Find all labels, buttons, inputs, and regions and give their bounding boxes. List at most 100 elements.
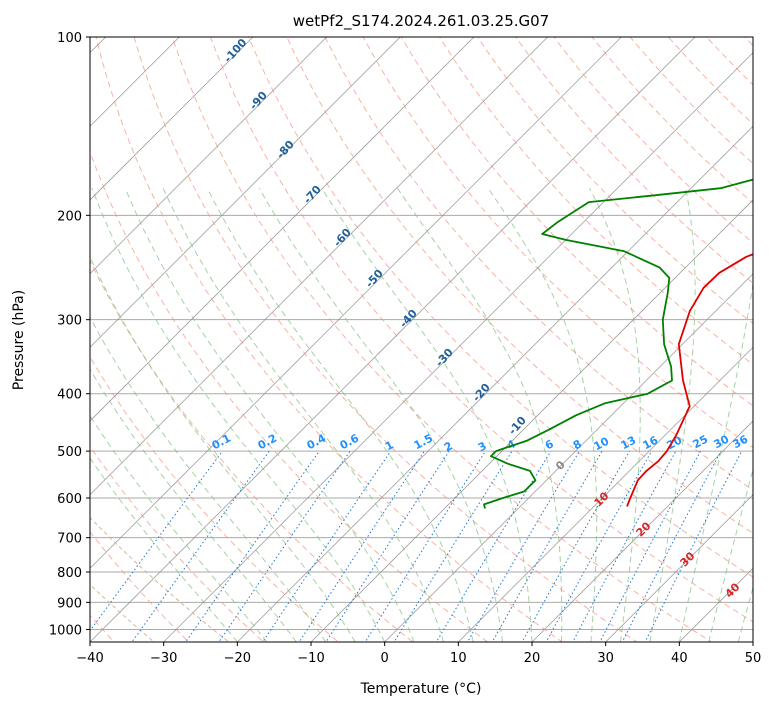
isotherm-line bbox=[605, 494, 753, 642]
moist-adiabat-line bbox=[124, 188, 415, 642]
plot-area: -100 -90 -80-70 -60 -50 -40 -30 -20 -10 0.1 0.2 0.4… bbox=[90, 36, 753, 642]
dry-adiabat-line bbox=[90, 356, 339, 642]
moist-adiabat-line bbox=[90, 316, 327, 642]
x-axis-label: Temperature (°C) bbox=[360, 681, 482, 697]
mixing-ratio-line bbox=[262, 450, 392, 642]
moist-adiabat-label: 40 bbox=[723, 580, 743, 600]
x-axis-ticks: −40 −30 −20 −10 0 10 20 30 40 50 bbox=[76, 642, 761, 666]
chart-title: wetPf2_S174.2024.261.03.25.G07 bbox=[293, 12, 549, 31]
y-tick-label: 900 bbox=[57, 596, 82, 611]
mixing-ratio-label: 10 bbox=[592, 434, 612, 453]
mixing-ratio-line bbox=[435, 450, 552, 642]
x-tick-label: 50 bbox=[745, 651, 762, 666]
mixing-ratio-label: 36 bbox=[731, 432, 751, 451]
isotherm-line bbox=[90, 37, 475, 422]
mixing-ratio-label: 25 bbox=[691, 433, 711, 452]
moist-adiabat-line bbox=[162, 187, 445, 642]
x-tick-label: −10 bbox=[297, 651, 324, 666]
mixing-ratio-line bbox=[218, 450, 351, 642]
isotherm-line bbox=[90, 37, 401, 348]
dry-adiabat-line bbox=[286, 37, 753, 534]
mixing-ratio-label: 16 bbox=[641, 433, 661, 452]
dry-adiabat-line bbox=[515, 37, 753, 284]
mixing-ratio-label: 0.2 bbox=[256, 432, 279, 453]
moist-adiabat-line bbox=[678, 280, 753, 642]
isotherm-line bbox=[90, 37, 549, 496]
dry-adiabat-line bbox=[90, 150, 489, 642]
moist-adiabat-lines bbox=[90, 187, 753, 642]
dry-adiabat-label: -60 bbox=[331, 226, 354, 250]
x-tick-label: 30 bbox=[597, 651, 614, 666]
isotherm-line bbox=[236, 125, 753, 642]
x-tick-label: −40 bbox=[76, 651, 103, 666]
dewpoint-series-line bbox=[483, 178, 753, 509]
y-axis-ticks: 100 200 300 400 500 600 700 800 900 1000 bbox=[49, 31, 90, 638]
dry-adiabat-line bbox=[362, 37, 753, 449]
dry-adiabat-line bbox=[90, 531, 190, 642]
y-tick-label: 600 bbox=[57, 492, 82, 507]
dry-adiabat-label: -20 bbox=[470, 381, 493, 405]
dry-adiabat-line bbox=[667, 37, 753, 125]
theta-e-line bbox=[90, 516, 230, 642]
dry-adiabat-line bbox=[705, 37, 753, 86]
dry-adiabat-label: -90 bbox=[247, 89, 270, 113]
moist-adiabat-line bbox=[737, 585, 753, 642]
y-tick-label: 1000 bbox=[49, 623, 82, 638]
y-tick-label: 800 bbox=[57, 566, 82, 581]
mixing-ratio-line bbox=[621, 450, 722, 642]
dry-adiabat-line bbox=[90, 259, 414, 642]
moist-adiabat-line bbox=[396, 187, 563, 642]
moist-adiabat-line bbox=[90, 457, 238, 642]
y-tick-label: 200 bbox=[57, 209, 82, 224]
mixing-ratio-line bbox=[393, 450, 513, 642]
isotherm-line bbox=[752, 641, 753, 642]
temperature-series-line bbox=[626, 253, 753, 507]
dry-adiabat-line bbox=[591, 37, 753, 204]
mixing-ratio-label: 0.6 bbox=[338, 431, 362, 452]
mixing-ratio-label: 1.5 bbox=[412, 432, 435, 453]
mixing-ratio-line bbox=[131, 450, 270, 642]
moist-adiabat-line bbox=[321, 187, 533, 642]
dry-adiabat-line bbox=[95, 37, 564, 642]
line-labels: -100 -90 -80-70 -60 -50 -40 -30 -20 -10 0.1 0.2 0.4… bbox=[210, 36, 751, 601]
dry-adiabat-line bbox=[248, 37, 753, 578]
mixing-ratio-line bbox=[185, 450, 320, 642]
dry-adiabat-line bbox=[209, 37, 753, 623]
dry-adiabat-label: -80 bbox=[274, 138, 297, 162]
mixing-ratio-line bbox=[545, 450, 653, 642]
dry-adiabat-line bbox=[744, 37, 753, 47]
dry-adiabat-label: -50 bbox=[363, 267, 386, 291]
dry-adiabat-label: -100 bbox=[221, 36, 249, 65]
dry-adiabat-lines bbox=[90, 37, 753, 642]
isotherm-line bbox=[384, 273, 753, 642]
isotherm-lines bbox=[90, 37, 753, 642]
mixing-ratio-label: 30 bbox=[712, 432, 732, 451]
x-tick-label: 10 bbox=[450, 651, 467, 666]
dry-adiabat-line bbox=[171, 37, 713, 642]
isotherm-line bbox=[457, 346, 753, 642]
isotherm-line bbox=[90, 37, 254, 201]
dry-adiabat-label: -70 bbox=[301, 183, 324, 207]
x-tick-label: −30 bbox=[150, 651, 177, 666]
moist-adiabat-line bbox=[487, 187, 598, 642]
moist-adiabat-line bbox=[206, 187, 474, 642]
y-axis-label: Pressure (hPa) bbox=[11, 290, 27, 390]
isotherm-line bbox=[90, 37, 328, 275]
y-tick-label: 500 bbox=[57, 445, 82, 460]
dry-adiabat-line bbox=[90, 445, 265, 642]
isotherm-line bbox=[90, 37, 180, 127]
moist-adiabat-line bbox=[708, 467, 753, 642]
mixing-ratio-label: 13 bbox=[619, 434, 639, 453]
dry-adiabat-label: -10 bbox=[506, 414, 529, 438]
moist-adiabat-line bbox=[91, 188, 386, 642]
isotherm-line bbox=[531, 420, 753, 642]
mixing-ratio-line bbox=[325, 450, 450, 642]
moist-adiabat-label: 0 bbox=[553, 458, 568, 473]
mixing-ratio-label: 3 bbox=[476, 439, 489, 454]
y-tick-label: 700 bbox=[57, 532, 82, 547]
mixing-ratio-line bbox=[298, 450, 425, 642]
x-tick-label: 0 bbox=[381, 651, 389, 666]
moist-adiabat-line bbox=[258, 187, 503, 642]
isotherm-line bbox=[90, 37, 622, 569]
